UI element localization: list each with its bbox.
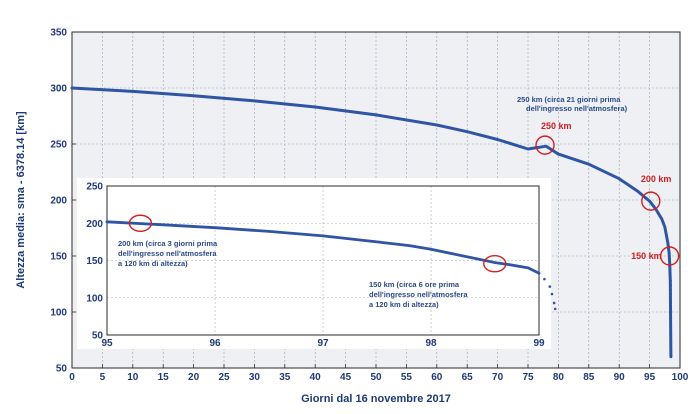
inset-annotation-200-line1: 200 km (circa 3 giorni prima (118, 239, 218, 248)
x-tick-label: 40 (310, 372, 322, 383)
y-tick-label: 300 (50, 84, 67, 95)
data-point (669, 355, 672, 358)
x-axis-label: Giorni dal 16 novembre 2017 (301, 393, 451, 405)
data-point (669, 328, 672, 332)
annotation-250-circle (535, 135, 555, 155)
y-tick-label: 50 (56, 364, 68, 375)
annotation-150-label: 150 km (631, 251, 662, 261)
data-point (669, 306, 672, 309)
x-tick-label: 70 (492, 372, 504, 383)
x-tick-label: 55 (401, 372, 413, 383)
x-tick-label: 85 (583, 372, 595, 383)
x-tick-label: 35 (279, 372, 291, 383)
x-tick-label: 80 (553, 372, 565, 383)
x-tick-label: 60 (431, 372, 443, 383)
series-line (70, 86, 673, 359)
x-tick-label: 45 (340, 372, 352, 383)
inset-y-tick-label: 50 (92, 331, 104, 342)
data-point (669, 351, 672, 354)
inset-y-tick-label: 150 (86, 256, 103, 267)
data-point (669, 337, 672, 340)
annotation-250-note-line1: 250 km (circa 21 giorni prima (517, 95, 621, 104)
x-tick-label: 65 (462, 372, 474, 383)
data-point (669, 346, 672, 349)
data-point (669, 279, 672, 282)
data-point (669, 342, 672, 345)
data-point (669, 288, 672, 291)
x-tick-label: 30 (249, 372, 261, 383)
x-tick-label: 0 (69, 372, 75, 383)
inset-y-tick-label: 100 (86, 293, 103, 304)
inset-x-tick-label: 95 (101, 338, 113, 349)
inset-annotation-150-line1: 150 km (circa 6 ore prima (369, 280, 460, 289)
y-tick-label: 150 (50, 252, 67, 263)
inset-series-points (537, 271, 557, 311)
data-point (669, 284, 672, 287)
inset-x-tick-label: 96 (209, 338, 221, 349)
y-tick-label: 350 (50, 28, 67, 39)
inset-annotation-150-line3: a 120 km di altezza) (369, 300, 439, 309)
series-descent-points (669, 279, 672, 358)
x-tick-label: 15 (158, 372, 170, 383)
inset-y-tick-label: 250 (86, 182, 103, 193)
annotation-150-circle (659, 246, 680, 266)
x-tick-label: 50 (370, 372, 382, 383)
inset-series-line (105, 220, 541, 275)
data-point (669, 315, 672, 318)
x-tick-label: 100 (672, 372, 689, 383)
data-point (669, 324, 672, 327)
annotation-250-label: 250 km (541, 121, 572, 131)
inset-data-point (537, 271, 541, 275)
inset-x-tick-label: 97 (317, 338, 329, 349)
annotation-250-note-line2: dell'ingresso nell'atmosfera) (526, 104, 628, 113)
x-tick-label: 10 (127, 372, 139, 383)
inset-data-point (552, 301, 556, 305)
y-tick-label: 200 (50, 196, 67, 207)
inset-annotation-200-line3: a 120 km di altezza) (118, 259, 188, 268)
inset-annotation-150-line2: dell'ingresso nell'atmosfera (369, 290, 468, 299)
inset-data-point (550, 292, 554, 296)
inset-annotation-200-line2: dell'ingresso nell'atmosfera (118, 249, 217, 258)
annotation-200-label: 200 km (641, 174, 672, 184)
data-point (669, 301, 672, 305)
x-tick-label: 90 (614, 372, 626, 383)
y-axis-label: Altezza media: sma - 6378.14 [km] (15, 111, 27, 289)
inset-x-tick-label: 98 (425, 338, 437, 349)
annotation-200-circle (641, 191, 661, 211)
x-tick-label: 5 (100, 372, 106, 383)
inset-frame (106, 185, 540, 336)
data-point (669, 310, 672, 314)
inset-annotation-200-circle (128, 214, 153, 232)
x-tick-label: 75 (522, 372, 534, 383)
data-point (669, 292, 672, 296)
data-point (669, 297, 672, 300)
inset-y-tick-label: 200 (86, 219, 103, 230)
inset-data-point (548, 285, 552, 288)
x-tick-label: 95 (644, 372, 656, 383)
inset-x-tick-label: 99 (533, 338, 545, 349)
inset-data-point (553, 307, 557, 311)
y-tick-label: 100 (50, 308, 67, 319)
x-tick-label: 25 (218, 372, 230, 383)
inset-data-point (543, 277, 546, 281)
data-point (669, 333, 672, 336)
y-tick-label: 250 (50, 140, 67, 151)
inset-annotation-150-circle (483, 255, 507, 273)
data-point (669, 319, 672, 323)
x-tick-label: 20 (188, 372, 200, 383)
